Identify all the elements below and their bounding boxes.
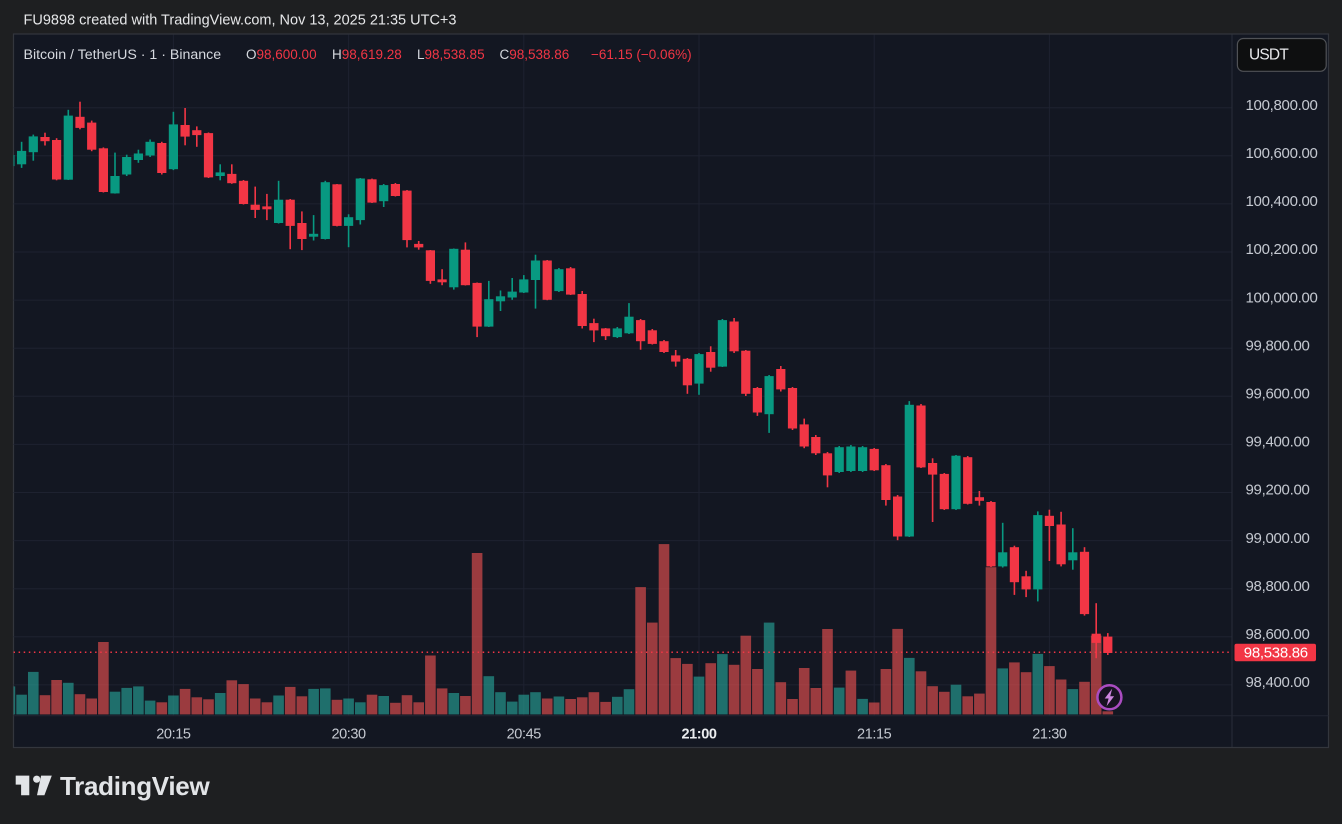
svg-text:20:45: 20:45	[507, 726, 542, 742]
svg-text:USDT: USDT	[1249, 47, 1289, 64]
svg-text:99,400.00: 99,400.00	[1246, 434, 1310, 451]
svg-text:100,600.00: 100,600.00	[1246, 145, 1318, 162]
svg-text:C98,538.86: C98,538.86	[500, 47, 570, 62]
svg-text:100,800.00: 100,800.00	[1246, 97, 1318, 114]
svg-text:98,600.00: 98,600.00	[1246, 626, 1310, 643]
svg-text:L98,538.85: L98,538.85	[417, 47, 485, 62]
svg-text:100,400.00: 100,400.00	[1246, 193, 1318, 210]
svg-text:21:30: 21:30	[1032, 726, 1067, 742]
svg-text:20:30: 20:30	[331, 726, 366, 742]
svg-text:98,400.00: 98,400.00	[1246, 674, 1310, 691]
svg-text:98,538.86: 98,538.86	[1244, 645, 1308, 662]
svg-text:−61.15 (−0.06%): −61.15 (−0.06%)	[591, 47, 692, 62]
svg-text:100,200.00: 100,200.00	[1246, 241, 1318, 258]
svg-text:99,600.00: 99,600.00	[1246, 386, 1310, 403]
svg-text:20:15: 20:15	[156, 726, 191, 742]
svg-text:99,800.00: 99,800.00	[1246, 337, 1310, 354]
svg-text:21:00: 21:00	[681, 726, 716, 742]
svg-text:100,000.00: 100,000.00	[1246, 289, 1318, 306]
svg-text:FU9898 created with TradingVie: FU9898 created with TradingView.com, Nov…	[24, 13, 457, 29]
svg-text:21:15: 21:15	[857, 726, 892, 742]
svg-text:H98,619.28: H98,619.28	[332, 47, 402, 62]
svg-text:98,800.00: 98,800.00	[1246, 578, 1310, 595]
svg-text:99,200.00: 99,200.00	[1246, 482, 1310, 499]
svg-text:Bitcoin / TetherUS · 1 · Binan: Bitcoin / TetherUS · 1 · Binance	[24, 47, 222, 63]
svg-text:O98,600.00: O98,600.00	[246, 47, 317, 62]
svg-text:99,000.00: 99,000.00	[1246, 530, 1310, 547]
svg-text:TradingView: TradingView	[60, 771, 210, 801]
